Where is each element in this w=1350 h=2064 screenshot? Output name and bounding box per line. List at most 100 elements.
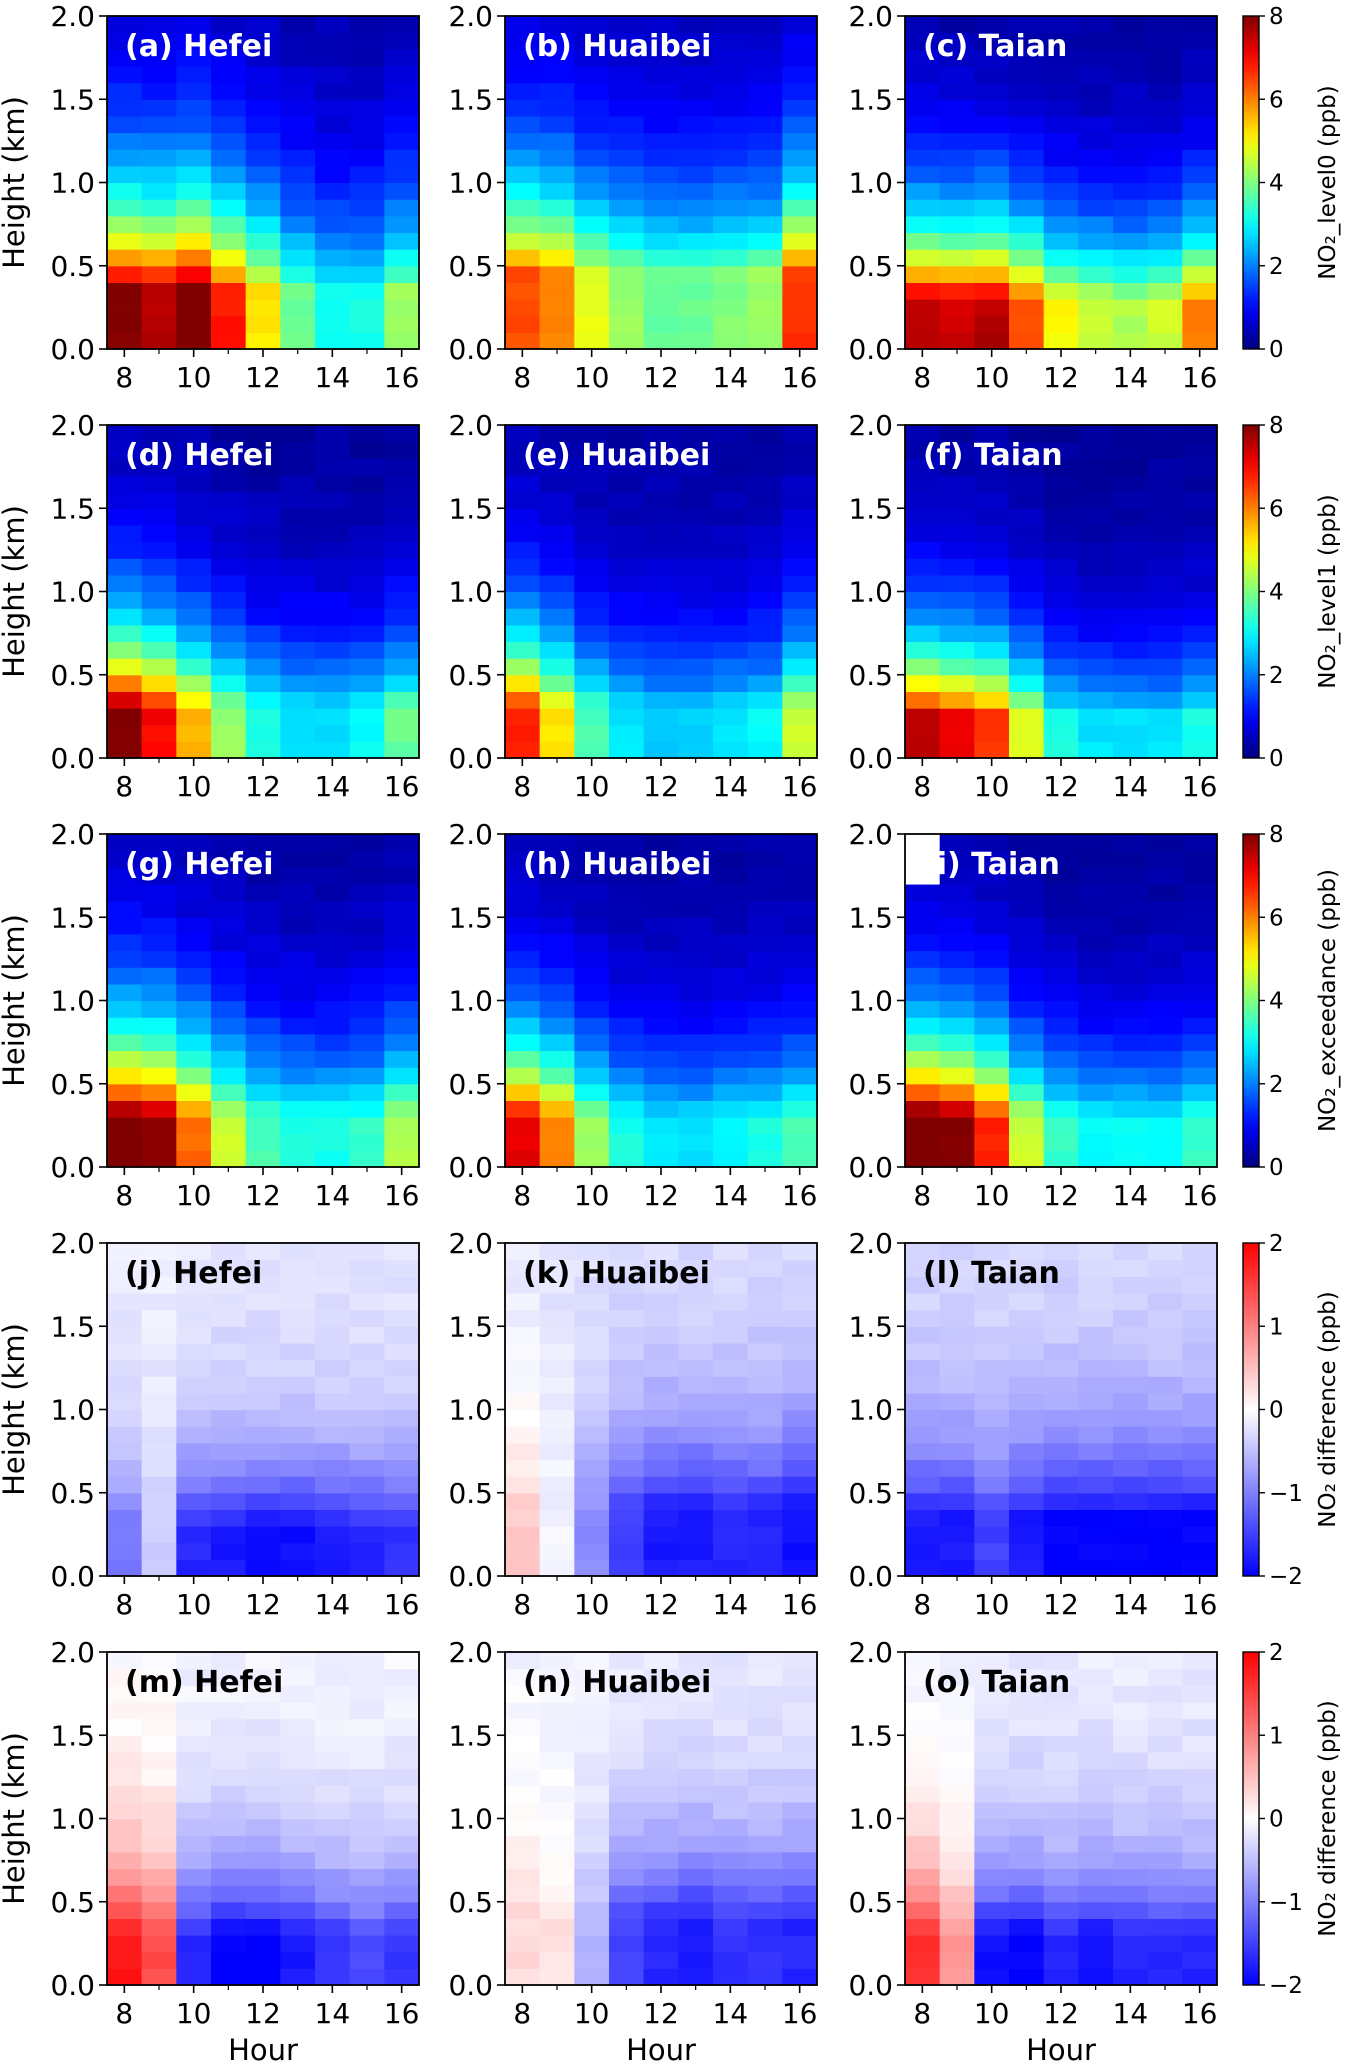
- heatmap-cell: [609, 282, 645, 300]
- heatmap-cell: [713, 950, 749, 968]
- heatmap-cell: [315, 1276, 351, 1294]
- y-tick-label: 1.5: [448, 901, 493, 934]
- heatmap-cell: [905, 1459, 941, 1477]
- heatmap-cell: [782, 624, 818, 643]
- heatmap-cell: [141, 574, 177, 593]
- heatmap-cell: [505, 1885, 541, 1903]
- heatmap-cell: [505, 691, 541, 709]
- heatmap-cell: [384, 1526, 420, 1544]
- x-tick-label: 14: [315, 1588, 351, 1621]
- heatmap-cell: [747, 1276, 783, 1294]
- heatmap-cell: [539, 1509, 575, 1527]
- heatmap-cell: [141, 332, 177, 350]
- heatmap-cell: [245, 425, 281, 443]
- heatmap-cell: [905, 558, 941, 576]
- heatmap-cell: [1182, 82, 1218, 100]
- heatmap-cell: [1078, 741, 1114, 759]
- heatmap-cell: [609, 65, 645, 84]
- heatmap-cell: [974, 1083, 1010, 1101]
- heatmap-cell: [939, 933, 975, 952]
- heatmap-cell: [974, 315, 1010, 333]
- heatmap-cell: [315, 1951, 351, 1969]
- heatmap-cell: [713, 1442, 749, 1461]
- heatmap-cell: [939, 1935, 975, 1953]
- heatmap-cell: [678, 1376, 714, 1394]
- x-tick-label: 10: [974, 1588, 1010, 1621]
- heatmap-cell: [939, 591, 975, 609]
- heatmap-cell: [384, 1150, 420, 1168]
- heatmap-cell: [1043, 49, 1079, 67]
- heatmap-cell: [1182, 1885, 1218, 1903]
- heatmap-cell: [782, 1901, 818, 1919]
- heatmap-cell: [1113, 332, 1149, 350]
- heatmap-cell: [905, 249, 941, 267]
- heatmap-cell: [939, 1392, 975, 1411]
- y-tick-label: 0.0: [50, 1969, 95, 2002]
- heatmap-cell: [141, 65, 177, 84]
- heatmap-cell: [574, 1542, 610, 1560]
- heatmap-cell: [609, 524, 645, 543]
- panel-label: (d) Hefei: [125, 438, 273, 473]
- heatmap-cell: [176, 1735, 212, 1753]
- heatmap-cell: [280, 1243, 316, 1261]
- heatmap-cell: [1182, 674, 1218, 692]
- heatmap-cell: [1147, 99, 1183, 117]
- heatmap-cell: [643, 1000, 679, 1018]
- heatmap-cell: [974, 1868, 1010, 1886]
- heatmap-cell: [747, 1868, 783, 1886]
- heatmap-cell: [782, 558, 818, 576]
- heatmap-cell: [349, 474, 385, 493]
- heatmap-cell: [141, 132, 177, 150]
- heatmap-cell: [1113, 1751, 1149, 1770]
- panel-label: (e) Huaibei: [523, 438, 710, 473]
- heatmap-cell: [1113, 82, 1149, 100]
- heatmap-cell: [643, 691, 679, 709]
- heatmap-cell: [505, 199, 541, 217]
- x-tick-label: 8: [913, 1588, 931, 1621]
- heatmap-cell: [905, 1718, 941, 1736]
- heatmap-cell: [678, 1492, 714, 1510]
- heatmap-cell: [747, 149, 783, 167]
- heatmap-cell: [609, 182, 645, 200]
- heatmap-cell: [1078, 282, 1114, 300]
- heatmap-cell: [1147, 1918, 1183, 1936]
- heatmap-cell: [1113, 1459, 1149, 1477]
- y-tick-label: 2.0: [848, 409, 893, 442]
- heatmap-cell: [574, 165, 610, 184]
- x-axis-label: Hour: [626, 2033, 696, 2064]
- x-tick-label: 14: [1113, 1179, 1149, 1212]
- heatmap-cell: [315, 1133, 351, 1151]
- heatmap-cell: [245, 49, 281, 67]
- heatmap-cell: [939, 1033, 975, 1052]
- heatmap-cell: [609, 967, 645, 985]
- heatmap-cell: [384, 1492, 420, 1510]
- heatmap-cell: [609, 900, 645, 918]
- heatmap-cell: [643, 708, 679, 726]
- heatmap-cell: [176, 1492, 212, 1510]
- heatmap-cell: [939, 16, 975, 34]
- heatmap-cell: [643, 591, 679, 609]
- heatmap-cell: [678, 1050, 714, 1068]
- heatmap-cell: [905, 1067, 941, 1085]
- heatmap-cell: [678, 1133, 714, 1151]
- heatmap-cell: [384, 900, 420, 918]
- heatmap-cell: [1078, 724, 1114, 742]
- heatmap-cell: [280, 1509, 316, 1527]
- heatmap-cell: [384, 1459, 420, 1477]
- heatmap-cell: [1113, 691, 1149, 709]
- heatmap-cell: [1043, 641, 1079, 659]
- heatmap-cell: [1078, 1851, 1114, 1870]
- heatmap-cell: [609, 691, 645, 709]
- heatmap-cell: [176, 441, 212, 459]
- heatmap-cell: [1113, 1326, 1149, 1344]
- colorbar-tick-label: 0: [1269, 1807, 1284, 1833]
- heatmap-cell: [939, 1133, 975, 1151]
- heatmap-cell: [384, 458, 420, 476]
- heatmap-cell: [782, 1652, 818, 1670]
- heatmap-cell: [939, 541, 975, 559]
- heatmap-cell: [1147, 1309, 1183, 1327]
- heatmap-cells: [505, 425, 818, 759]
- heatmap-cell: [1113, 425, 1149, 443]
- heatmap-cell: [176, 82, 212, 100]
